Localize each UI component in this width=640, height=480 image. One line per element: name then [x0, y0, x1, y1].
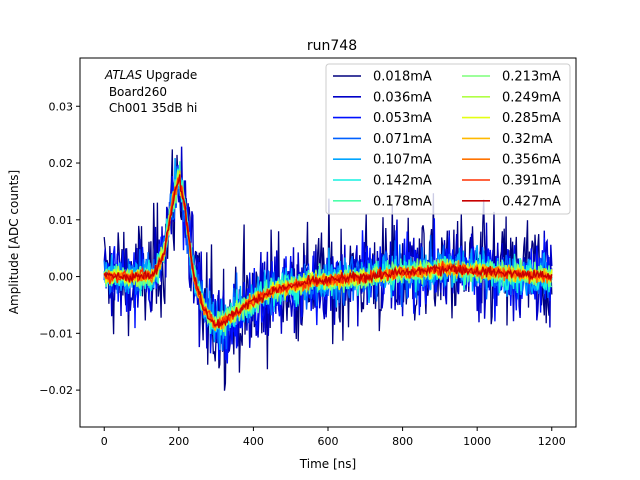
y-tick-label: 0.01	[49, 214, 74, 227]
legend-label: 0.391mA	[502, 174, 561, 189]
legend-label: 0.107mA	[373, 153, 432, 168]
legend: 0.018mA 0.036mA 0.053mA 0.071mA 0.107mA 0.142…	[325, 63, 571, 215]
x-tick-label: 0	[101, 435, 108, 448]
annotation-line-3: Ch001 35dB hi	[105, 101, 197, 115]
legend-box	[325, 63, 571, 215]
series-line	[103, 174, 553, 329]
y-tick-label: 0.03	[49, 100, 74, 113]
annotation-line-1: ATLAS Upgrade	[104, 68, 197, 82]
y-tick-label: 0.02	[49, 157, 74, 170]
legend-label: 0.427mA	[502, 194, 561, 209]
annotation-line-2: Board260	[105, 85, 167, 99]
x-tick-label: 1000	[463, 435, 491, 448]
y-tick-label: 0.00	[49, 271, 74, 284]
legend-label: 0.285mA	[502, 111, 561, 126]
y-axis-label: Amplitude [ADC counts]	[7, 170, 21, 314]
x-tick-label: 200	[168, 435, 189, 448]
axes: 0 200 400 600 800 1000 1200 −0.02 −0.01 0.00 0.01 0…	[39, 57, 577, 448]
legend-label: 0.053mA	[373, 111, 432, 126]
legend-label: 0.142mA	[373, 174, 432, 189]
annotation-atlas: ATLAS	[104, 68, 143, 82]
x-tick-label: 600	[318, 435, 339, 448]
legend-label: 0.018mA	[373, 70, 432, 85]
legend-label: 0.213mA	[502, 70, 561, 85]
annotation-upgrade: Upgrade	[142, 68, 197, 82]
legend-label: 0.036mA	[373, 90, 432, 105]
y-tick-label: −0.01	[39, 327, 73, 340]
annotation: ATLAS Upgrade Board260 Ch001 35dB hi	[104, 68, 197, 115]
legend-label: 0.249mA	[502, 90, 561, 105]
legend-label: 0.071mA	[373, 132, 432, 147]
legend-label: 0.356mA	[502, 153, 561, 168]
x-tick-label: 400	[243, 435, 264, 448]
x-tick-label: 1200	[538, 435, 566, 448]
y-tick-label: −0.02	[39, 384, 73, 397]
x-axis-label: Time [ns]	[299, 457, 356, 471]
legend-label: 0.32mA	[502, 132, 553, 147]
x-tick-label: 800	[392, 435, 413, 448]
legend-label: 0.178mA	[373, 194, 432, 209]
chart-title: run748	[307, 38, 357, 54]
series-layer	[103, 146, 553, 391]
